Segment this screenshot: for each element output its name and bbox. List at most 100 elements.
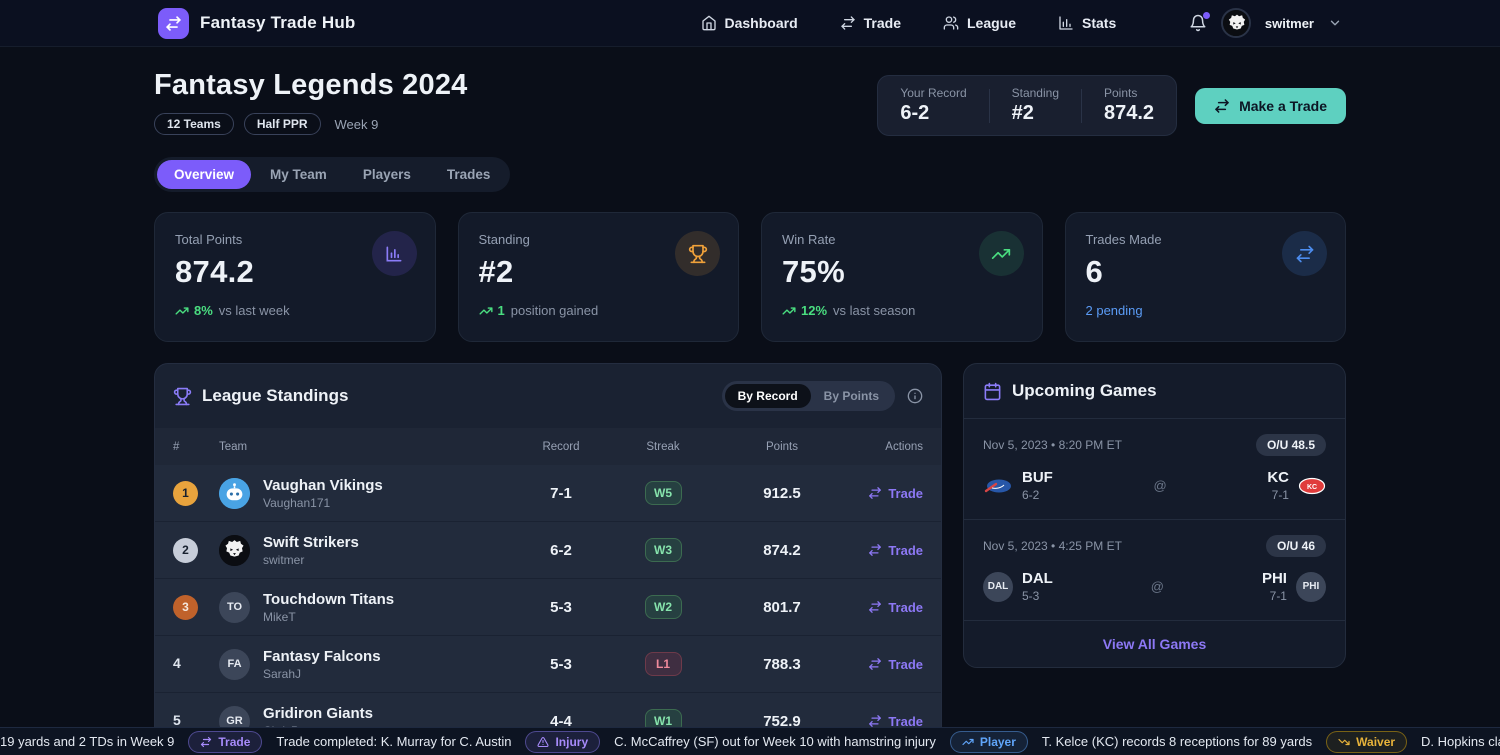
swap-icon (1214, 98, 1230, 114)
stat-card-win-rate: Win Rate 75% 12% vs last season (761, 212, 1043, 342)
at-symbol: @ (1153, 478, 1167, 493)
swap-icon (201, 736, 212, 747)
page-title: Fantasy Legends 2024 (154, 69, 468, 101)
tab-trades[interactable]: Trades (446, 167, 491, 182)
stat-label: Total Points (175, 232, 243, 247)
ticker-waiver-badge: Waiver (1326, 730, 1408, 753)
team-owner: Vaughan171 (263, 495, 331, 510)
week-label: Week 9 (334, 116, 379, 132)
row-trade-button[interactable]: Trade (868, 486, 923, 501)
team-name: Gridiron Giants (263, 704, 374, 722)
rank-number: 5 (173, 712, 181, 728)
tab-overview[interactable]: Overview (157, 160, 252, 189)
ticker-item-text: T. Kelce (KC) records 8 receptions for 8… (1041, 734, 1313, 749)
notifications-bell-icon[interactable] (1189, 12, 1210, 32)
team-avatar-robot-icon (219, 477, 250, 509)
app-title: Fantasy Trade Hub (200, 13, 356, 32)
nav-league-label: League (966, 15, 1016, 31)
col-team: Team (219, 440, 248, 453)
stat-suffix: vs last season (833, 303, 916, 318)
standing-label: Standing (1011, 86, 1059, 100)
standing-value: #2 (1011, 102, 1034, 124)
streak-badge: W3 (644, 538, 682, 562)
over-under-badge: O/U 46 (1265, 535, 1326, 557)
row-trade-button[interactable]: Trade (868, 600, 923, 615)
username[interactable]: switmer (1264, 15, 1314, 31)
divider (1081, 88, 1082, 123)
nav-stats-label: Stats (1082, 15, 1117, 31)
col-rank: # (173, 440, 180, 453)
col-record: Record (542, 440, 580, 453)
row-trade-button[interactable]: Trade (868, 714, 923, 729)
delta-up: 1 (478, 303, 505, 318)
team-name: Vaughan Vikings (263, 476, 383, 494)
stat-label: Standing (478, 232, 530, 247)
table-row: 3 TO Touchdown Titans MikeT 5-3 W2 801.7… (155, 579, 941, 636)
points-value: 874.2 (1104, 102, 1155, 124)
nav-stats[interactable]: Stats (1058, 15, 1116, 31)
ticker-item-text: C. McCaffrey (SF) out for Week 10 with h… (614, 734, 936, 749)
stat-suffix: position gained (510, 303, 599, 318)
games-title: Upcoming Games (1012, 381, 1157, 400)
home-team-abbr: KC (1267, 469, 1289, 486)
notification-dot (1202, 12, 1210, 19)
points-value: 752.9 (763, 712, 801, 730)
top-bar: Fantasy Trade Hub Dashboard Trade League… (0, 0, 1500, 47)
home-team-abbr: PHI (1261, 570, 1287, 587)
stat-label: Win Rate (782, 232, 836, 247)
game-row: Nov 5, 2023 • 8:20 PM ET O/U 48.5 BUF 6-… (964, 419, 1345, 519)
stat-card-total-points: Total Points 874.2 8% vs last week (154, 212, 436, 342)
toggle-by-record[interactable]: By Record (724, 384, 811, 408)
row-trade-button[interactable]: Trade (868, 543, 923, 558)
bills-logo-icon (983, 476, 1013, 496)
trending-up-icon (478, 306, 493, 315)
league-header: Fantasy Legends 2024 12 Teams Half PPR W… (154, 69, 1346, 136)
rank-badge: 3 (173, 594, 198, 620)
chiefs-logo-icon: KC (1298, 477, 1326, 495)
streak-badge: L1 (644, 652, 682, 676)
row-trade-button[interactable]: Trade (868, 657, 923, 672)
swap-icon (840, 15, 856, 31)
game-row: Nov 5, 2023 • 4:25 PM ET O/U 46 DAL DAL … (964, 519, 1345, 620)
away-team-record: 5-3 (1022, 589, 1040, 603)
your-record-value: 6-2 (900, 102, 930, 124)
bar-chart-icon (371, 231, 417, 276)
sort-toggle: By Record By Points (721, 381, 895, 411)
ticker-trade-badge: Trade (188, 730, 263, 753)
chevron-down-icon[interactable] (1328, 16, 1342, 30)
rank-number: 4 (173, 655, 181, 671)
trophy-icon (173, 387, 192, 406)
trending-down-icon (1338, 738, 1350, 745)
swap-icon (1282, 231, 1327, 276)
brand: Fantasy Trade Hub (158, 7, 356, 39)
trending-up-icon (175, 306, 189, 315)
team-owner: switmer (263, 552, 305, 567)
trending-up-icon (782, 306, 796, 315)
rank-badge: 1 (173, 480, 198, 506)
nav-league[interactable]: League (943, 15, 1016, 31)
over-under-badge: O/U 48.5 (1255, 434, 1326, 456)
user-avatar[interactable] (1220, 8, 1251, 38)
toggle-by-points[interactable]: By Points (823, 389, 879, 403)
nav-trade[interactable]: Trade (840, 15, 901, 31)
at-symbol: @ (1150, 579, 1164, 594)
table-header: # Team Record Streak Points Actions (155, 428, 941, 465)
app-logo-swap-icon (158, 7, 189, 39)
record-value: 5-3 (550, 598, 572, 616)
view-all-games-link[interactable]: View All Games (964, 620, 1345, 667)
swap-icon (869, 658, 882, 670)
nav-dashboard[interactable]: Dashboard (701, 15, 798, 31)
points-value: 912.5 (763, 484, 801, 502)
stat-cards-row: Total Points 874.2 8% vs last week Stand… (154, 212, 1346, 342)
col-streak: Streak (646, 440, 680, 453)
pending-trades-note[interactable]: 2 pending (1085, 303, 1143, 318)
stat-label: Trades Made (1085, 232, 1162, 247)
points-value: 874.2 (763, 541, 801, 559)
tab-my-team[interactable]: My Team (270, 167, 327, 182)
make-a-trade-button[interactable]: Make a Trade (1195, 87, 1346, 124)
tab-players[interactable]: Players (362, 167, 411, 182)
cowboys-logo-circle: DAL (983, 571, 1013, 602)
nav-dashboard-label: Dashboard (724, 15, 798, 31)
info-icon[interactable] (907, 388, 923, 404)
eagles-logo-circle: PHI (1295, 571, 1326, 602)
